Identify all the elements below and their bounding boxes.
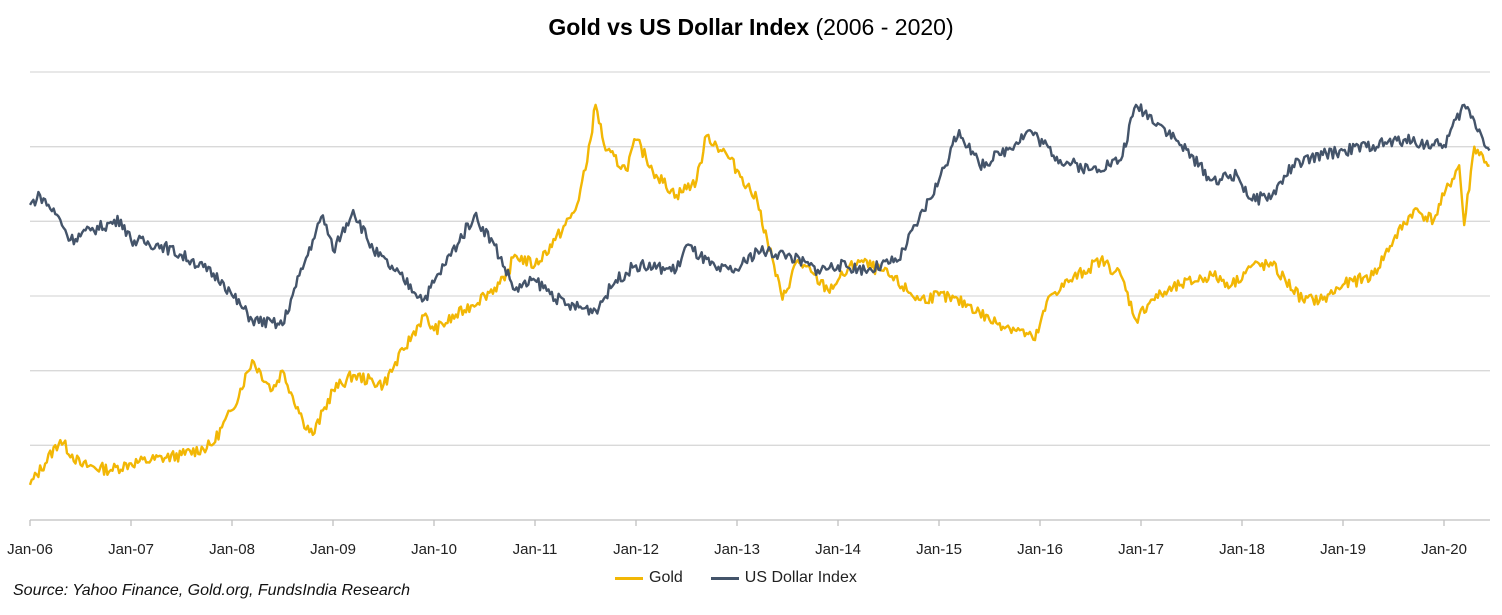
x-tick-label: Jan-07 [108, 541, 154, 558]
legend: Gold US Dollar Index [615, 569, 875, 587]
legend-swatch-usd [710, 576, 739, 580]
legend-item-usd: US Dollar Index [710, 569, 857, 587]
x-tick-label: Jan-17 [1118, 541, 1164, 558]
legend-label-gold: Gold [649, 569, 683, 586]
series-line-us-dollar-index [28, 103, 1491, 330]
x-tick-label: Jan-15 [916, 541, 962, 558]
x-tick-label: Jan-19 [1320, 541, 1366, 558]
x-tick-label: Jan-18 [1219, 541, 1265, 558]
source-note: Source: Yahoo Finance, Gold.org, FundsIn… [13, 582, 410, 599]
x-tick-label: Jan-06 [7, 541, 53, 558]
x-tick-label: Jan-08 [209, 541, 255, 558]
chart-title-main: Gold vs US Dollar Index [548, 14, 810, 40]
x-tick-label: Jan-14 [815, 541, 861, 558]
legend-label-usd: US Dollar Index [744, 569, 857, 586]
x-tick-label: Jan-09 [310, 541, 356, 558]
x-tick-label: Jan-12 [613, 541, 659, 558]
chart-title: Gold vs US Dollar Index (2006 - 2020) [0, 14, 1502, 41]
x-tick-label: Jan-11 [513, 541, 558, 558]
x-tick-label: Jan-16 [1017, 541, 1063, 558]
series-line-gold [28, 103, 1490, 486]
legend-swatch-gold [615, 576, 643, 580]
x-tick-label: Jan-10 [411, 541, 457, 558]
chart-title-suffix: (2006 - 2020) [815, 14, 954, 40]
x-tick-label: Jan-13 [714, 541, 760, 558]
x-tick-label: Jan-20 [1421, 541, 1467, 558]
legend-item-gold: Gold [615, 569, 683, 587]
